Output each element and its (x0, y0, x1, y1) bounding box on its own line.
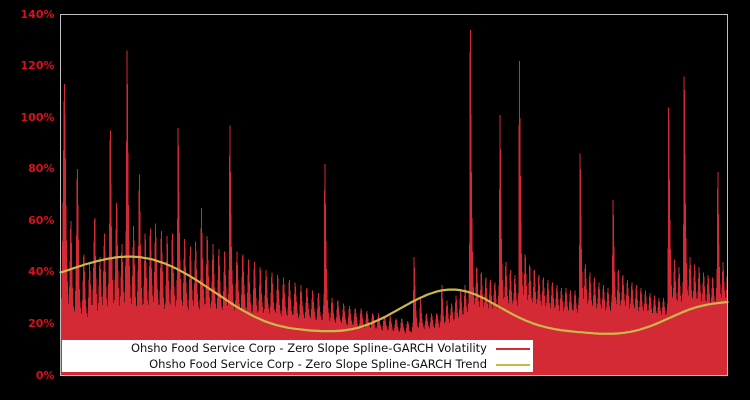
y-axis-tick-2: 100% (20, 110, 55, 124)
trend-series (59, 255, 729, 335)
y-axis-tick-1: 120% (20, 59, 55, 73)
y-axis-tick-7: 0% (35, 368, 55, 382)
y-axis-tick-4: 60% (28, 213, 55, 227)
plot-frame (60, 14, 728, 376)
legend-entry-volatility: Ohsho Food Service Corp - Zero Slope Spl… (63, 341, 534, 357)
legend-swatch-volatility (496, 348, 530, 350)
legend-label-volatility: Ohsho Food Service Corp - Zero Slope Spl… (130, 341, 487, 356)
y-axis-tick-5: 40% (28, 265, 55, 279)
y-axis-tick-6: 20% (28, 316, 55, 330)
legend-swatch-trend (496, 364, 530, 366)
y-axis-tick-0: 140% (20, 7, 55, 21)
y-axis-tick-3: 80% (28, 162, 55, 176)
legend-label-trend: Ohsho Food Service Corp - Zero Slope Spl… (149, 357, 487, 372)
legend-entry-trend: Ohsho Food Service Corp - Zero Slope Spl… (63, 357, 534, 373)
chart-legend: Ohsho Food Service Corp - Zero Slope Spl… (62, 340, 533, 372)
